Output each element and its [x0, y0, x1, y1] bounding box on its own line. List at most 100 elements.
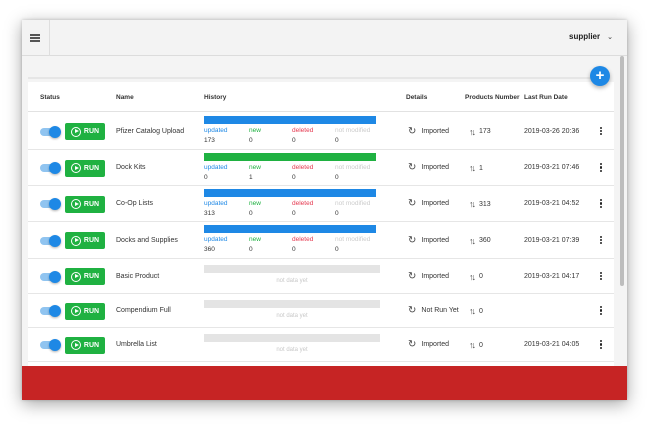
history-bar [204, 153, 376, 161]
play-circle-icon [70, 271, 81, 282]
last-run-date: 2019-03-21 07:46 [524, 164, 580, 171]
run-button-label: RUN [83, 341, 100, 349]
menu-icon[interactable] [22, 20, 50, 56]
table-row: RUN Umbrella List not data yet ↻ Importe… [28, 328, 614, 362]
row-name: Dock Kits [116, 164, 146, 171]
history-value-not-modified: 0 [335, 174, 339, 181]
swap-vertical-icon: ↑↓ [469, 199, 476, 209]
history-value-not-modified: 0 [335, 210, 339, 217]
products-number-cell: ↑↓ 313 [469, 199, 491, 209]
history-bar-empty [204, 300, 380, 308]
status-toggle[interactable] [40, 305, 61, 317]
more-vertical-icon[interactable] [599, 235, 603, 246]
run-button[interactable]: RUN [65, 159, 105, 177]
table-row: RUN Basic Product not data yet ↻ Importe… [28, 259, 614, 294]
run-button-label: RUN [83, 237, 100, 244]
status-toggle[interactable] [40, 198, 61, 210]
run-button[interactable]: RUN [65, 302, 105, 320]
last-run-date: 2019-03-21 04:05 [524, 341, 580, 348]
details-cell: ↻ Not Run Yet [408, 305, 459, 316]
status-toggle[interactable] [40, 339, 61, 351]
status-toggle[interactable] [40, 270, 61, 283]
run-button[interactable]: RUN [65, 268, 105, 285]
details-status: Imported [421, 272, 450, 280]
run-button[interactable]: RUN [65, 123, 105, 140]
products-number-cell: ↑↓ 1 [469, 163, 483, 173]
last-run-date: 2019-03-21 07:39 [524, 236, 580, 244]
history-value-updated: 313 [204, 210, 215, 217]
toggle-knob [49, 198, 61, 210]
products-number: 173 [479, 128, 491, 135]
history-label-updated: updated [204, 164, 228, 171]
history-label-not-modified: not modified [335, 200, 371, 207]
run-button[interactable]: RUN [65, 195, 105, 213]
sync-icon: ↻ [408, 305, 417, 316]
status-toggle[interactable] [40, 125, 61, 138]
products-number-cell: ↑↓ 0 [469, 306, 483, 316]
products-number: 0 [479, 273, 483, 280]
add-button[interactable]: + [590, 66, 610, 86]
history-bar [204, 225, 376, 233]
user-menu-label: supplier [569, 32, 601, 41]
history-cell: updated 0 new 1 deleted 0 not modified 0 [204, 153, 380, 183]
sync-icon: ↻ [408, 339, 417, 350]
row-name: Compendium Full [116, 307, 171, 314]
details-cell: ↻ Imported [408, 235, 449, 246]
products-number: 0 [479, 307, 483, 315]
status-toggle[interactable] [40, 162, 61, 174]
row-name: Co-Op Lists [116, 200, 153, 207]
history-value-deleted: 0 [292, 174, 296, 181]
play-circle-icon [70, 163, 81, 173]
history-value-new: 0 [249, 137, 253, 144]
history-no-data: not data yet [276, 347, 308, 353]
run-button[interactable]: RUN [65, 232, 105, 249]
products-number-cell: ↑↓ 0 [469, 272, 483, 282]
run-button-label: RUN [83, 164, 100, 172]
details-cell: ↻ Imported [408, 126, 449, 137]
history-bar-empty [204, 265, 380, 273]
swap-vertical-icon: ↑↓ [469, 126, 476, 137]
last-run-date: 2019-03-26 20:36 [524, 127, 580, 135]
swap-vertical-icon: ↑↓ [469, 235, 476, 246]
sync-icon: ↻ [408, 198, 417, 209]
status-toggle[interactable] [40, 234, 61, 247]
play-circle-icon [70, 306, 81, 316]
imports-table: Status Name History Details Products Num… [28, 82, 614, 372]
scrollbar[interactable] [620, 56, 624, 286]
history-label-new: new [249, 200, 261, 207]
details-status: Not Run Yet [421, 307, 459, 314]
history-cell: updated 313 new 0 deleted 0 not modified 0 [204, 189, 380, 219]
run-button-label: RUN [83, 273, 100, 280]
details-status: Imported [421, 164, 450, 171]
history-bar-empty [204, 334, 380, 342]
more-vertical-icon[interactable] [599, 340, 603, 350]
history-cell: not data yet [204, 334, 380, 362]
run-button[interactable]: RUN [65, 336, 105, 354]
column-history: History [204, 94, 227, 101]
more-vertical-icon[interactable] [599, 271, 603, 282]
toggle-knob [49, 339, 61, 351]
more-vertical-icon[interactable] [599, 199, 603, 209]
history-no-data: not data yet [276, 313, 308, 319]
history-value-not-modified: 0 [335, 246, 339, 253]
play-circle-icon [70, 126, 81, 137]
swap-vertical-icon: ↑↓ [469, 340, 476, 350]
details-cell: ↻ Imported [408, 198, 449, 209]
toggle-knob [49, 234, 61, 247]
toggle-knob [49, 305, 61, 317]
history-value-updated: 0 [204, 174, 208, 181]
more-vertical-icon[interactable] [599, 306, 603, 316]
history-value-deleted: 0 [292, 246, 296, 253]
details-status: Imported [421, 341, 450, 348]
more-vertical-icon[interactable] [599, 163, 603, 173]
toggle-knob [49, 270, 61, 283]
products-number-cell: ↑↓ 360 [469, 236, 491, 246]
more-vertical-icon[interactable] [599, 126, 603, 137]
sync-icon: ↻ [408, 162, 417, 173]
history-value-new: 0 [249, 246, 253, 253]
history-bar [204, 116, 376, 124]
row-name: Docks and Supplies [116, 236, 178, 244]
table-row: RUN Docks and Supplies updated 360 new 0 del… [28, 222, 614, 259]
user-menu[interactable]: supplier ⌄ [569, 32, 613, 41]
products-number: 1 [479, 164, 483, 172]
